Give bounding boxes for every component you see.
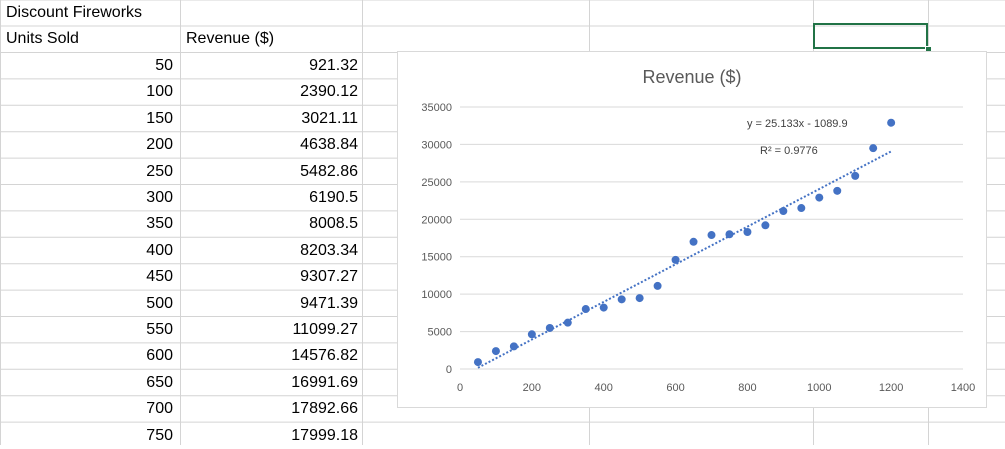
- data-point: [797, 204, 806, 213]
- data-point: [563, 318, 572, 327]
- revenue-cell[interactable]: 3021.11: [301, 109, 358, 127]
- y-tick-label: 15000: [421, 252, 452, 264]
- y-tick-label: 5000: [428, 327, 452, 339]
- units-cell[interactable]: 450: [146, 268, 173, 286]
- revenue-header-cell[interactable]: Revenue ($): [186, 30, 275, 47]
- units-cell[interactable]: 400: [146, 241, 173, 259]
- y-tick-label: 25000: [421, 177, 452, 189]
- data-point: [599, 303, 608, 312]
- units-cell[interactable]: 550: [146, 321, 173, 338]
- revenue-cell[interactable]: 11099.27: [292, 321, 358, 338]
- units-cell[interactable]: 700: [146, 400, 173, 418]
- data-point: [833, 186, 842, 195]
- chart-title: Revenue ($): [642, 67, 741, 87]
- x-tick-label: 400: [595, 382, 613, 394]
- data-point: [509, 342, 518, 351]
- data-point: [779, 207, 788, 216]
- units-cell[interactable]: 200: [146, 136, 173, 154]
- revenue-cell[interactable]: 8008.5: [309, 215, 358, 233]
- revenue-cell[interactable]: 9471.39: [300, 294, 358, 312]
- revenue-cell[interactable]: 4638.84: [300, 136, 358, 154]
- revenue-cell[interactable]: 8203.34: [300, 241, 358, 259]
- x-tick-label: 1400: [951, 382, 975, 394]
- x-tick-label: 1000: [807, 382, 831, 394]
- units-cell[interactable]: 650: [146, 373, 173, 391]
- units-cell[interactable]: 500: [146, 294, 173, 312]
- data-point: [761, 221, 770, 230]
- data-point: [707, 231, 716, 240]
- selected-cell[interactable]: [813, 23, 928, 49]
- data-point: [635, 294, 644, 303]
- data-point: [671, 255, 680, 264]
- revenue-cell[interactable]: 6190.5: [309, 189, 358, 206]
- revenue-cell[interactable]: 921.32: [309, 57, 358, 74]
- scatter-chart[interactable]: Revenue ($)05000100001500020000250003000…: [397, 51, 987, 408]
- data-point: [545, 323, 554, 332]
- units-cell[interactable]: 50: [155, 57, 173, 74]
- data-point: [527, 330, 536, 339]
- trendline-equation-label: y = 25.133x - 1089.9: [747, 118, 848, 130]
- data-point: [725, 230, 734, 239]
- y-tick-label: 20000: [421, 214, 452, 226]
- data-point: [689, 237, 698, 246]
- data-point: [869, 144, 878, 153]
- data-point: [851, 171, 860, 180]
- data-point: [887, 118, 896, 127]
- revenue-cell[interactable]: 9307.27: [300, 268, 358, 286]
- units-cell[interactable]: 750: [146, 426, 173, 444]
- data-point: [473, 358, 482, 367]
- units-cell[interactable]: 250: [146, 162, 173, 180]
- data-point: [653, 281, 662, 290]
- x-tick-label: 800: [738, 382, 756, 394]
- x-tick-label: 1200: [879, 382, 903, 394]
- revenue-cell[interactable]: 2390.12: [300, 83, 358, 101]
- revenue-cell[interactable]: 5482.86: [300, 162, 358, 180]
- revenue-cell[interactable]: 17999.18: [291, 426, 358, 444]
- units-cell[interactable]: 100: [146, 83, 173, 101]
- data-point: [581, 305, 590, 314]
- trendline-r2-label: R² = 0.9776: [760, 145, 818, 157]
- revenue-cell[interactable]: 16991.69: [291, 373, 358, 391]
- y-tick-label: 0: [446, 364, 452, 376]
- sheet-title-cell[interactable]: Discount Fireworks: [6, 4, 143, 21]
- y-tick-label: 35000: [421, 102, 452, 114]
- y-tick-label: 30000: [421, 139, 452, 151]
- data-point: [491, 347, 500, 356]
- x-tick-label: 0: [457, 382, 463, 394]
- data-point: [743, 228, 752, 237]
- units-cell[interactable]: 300: [146, 189, 173, 206]
- data-point: [815, 193, 824, 202]
- revenue-cell[interactable]: 14576.82: [291, 347, 358, 365]
- units-cell[interactable]: 350: [146, 215, 173, 233]
- units-cell[interactable]: 150: [146, 109, 173, 127]
- x-tick-label: 600: [666, 382, 684, 394]
- y-tick-label: 10000: [421, 289, 452, 301]
- revenue-cell[interactable]: 17892.66: [291, 400, 358, 418]
- x-tick-label: 200: [523, 382, 541, 394]
- trendline: [477, 150, 892, 369]
- data-point: [617, 295, 626, 304]
- units-sold-header-cell[interactable]: Units Sold: [6, 30, 79, 47]
- units-cell[interactable]: 600: [146, 347, 173, 365]
